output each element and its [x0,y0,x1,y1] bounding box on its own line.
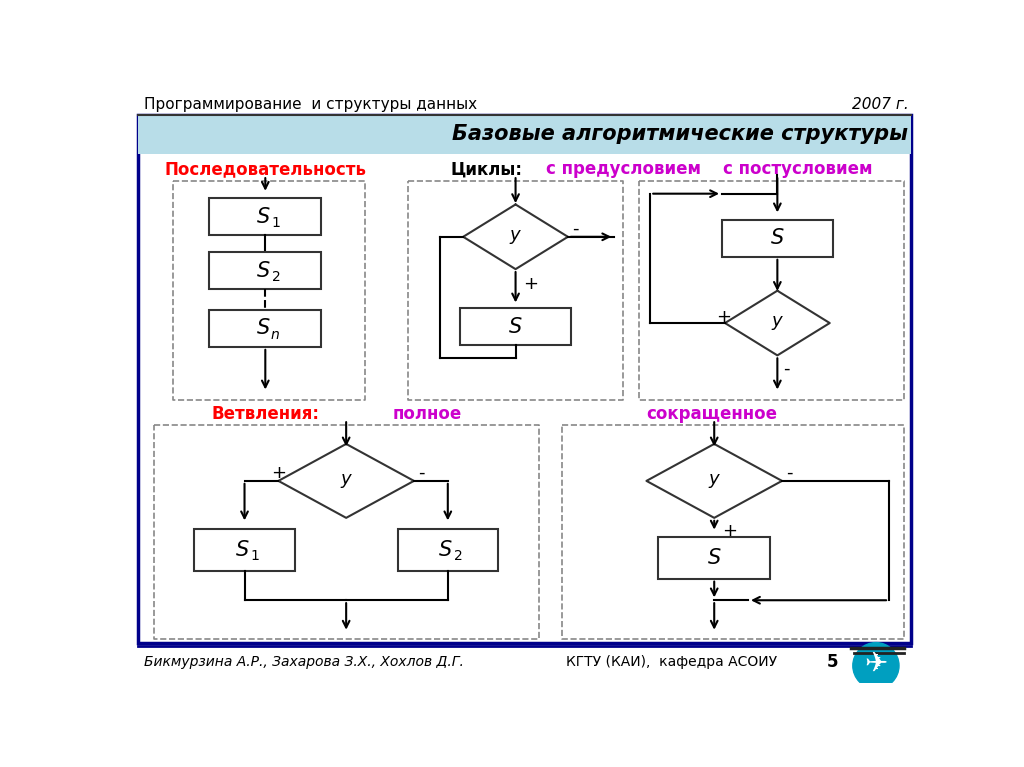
Bar [210,199,322,235]
Bar [460,308,571,345]
Text: $S$: $S$ [234,540,250,560]
Text: полное: полное [392,405,462,423]
Text: -: - [783,360,791,378]
Text: сокращенное: сокращенное [646,405,777,423]
Text: $2$: $2$ [270,270,280,284]
Text: +: + [716,308,731,326]
Circle shape [853,643,899,689]
Text: +: + [523,275,539,293]
Bar [658,537,770,579]
Text: Ветвления:: Ветвления: [211,405,319,423]
Text: $S$: $S$ [256,207,271,227]
Bar [210,310,322,347]
Bar [722,220,834,257]
Text: $S$: $S$ [508,317,523,337]
Text: $S$: $S$ [256,318,271,338]
Text: $S$: $S$ [770,229,784,249]
Bar [210,252,322,289]
Text: Циклы:: Циклы: [451,160,522,178]
Text: ✈: ✈ [864,650,888,678]
Text: Базовые алгоритмические структуры: Базовые алгоритмические структуры [453,124,908,144]
Text: $у$: $у$ [340,472,353,490]
Text: 5: 5 [827,653,839,671]
Text: с постусловием: с постусловием [724,160,872,178]
Text: $S$: $S$ [438,540,453,560]
Text: $S$: $S$ [256,261,271,281]
Text: $n$: $n$ [270,328,281,341]
Text: Бикмурзина А.Р., Захарова З.Х., Хохлов Д.Г.: Бикмурзина А.Р., Захарова З.Х., Хохлов Д… [144,655,464,669]
Text: $у$: $у$ [509,228,522,245]
Text: +: + [270,464,286,482]
Text: -: - [572,220,579,238]
Text: Программирование  и структуры данных: Программирование и структуры данных [144,97,477,112]
Text: 2007 г.: 2007 г. [852,97,908,112]
Text: Последовательность: Последовательность [164,160,367,178]
Text: КГТУ (КАИ),  кафедра АСОИУ: КГТУ (КАИ), кафедра АСОИУ [565,655,777,669]
Text: +: + [722,522,737,541]
Bar [195,529,295,571]
Bar [138,115,911,153]
Text: $1$: $1$ [270,216,281,230]
Text: с предусловием: с предусловием [547,160,701,178]
Text: $у$: $у$ [708,472,721,490]
Bar [397,529,498,571]
Text: $S$: $S$ [707,548,722,568]
Text: $1$: $1$ [250,549,259,563]
Text: $у$: $у$ [771,314,784,332]
Text: -: - [418,464,424,482]
Text: $2$: $2$ [454,549,463,563]
Text: -: - [785,464,793,482]
Bar [138,115,911,643]
